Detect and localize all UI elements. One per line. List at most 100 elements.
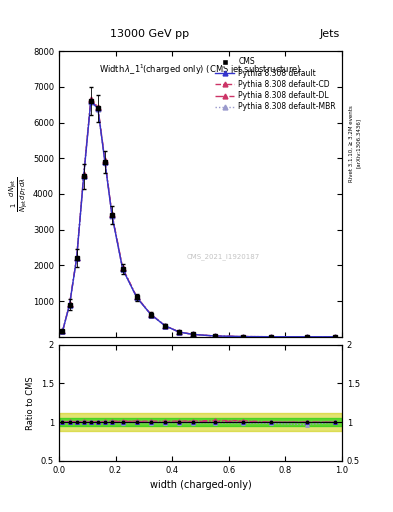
CMS: [304, 334, 309, 340]
Pythia 8.308 default-MBR: [103, 159, 107, 165]
X-axis label: width (charged-only): width (charged-only): [150, 480, 251, 490]
Pythia 8.308 default: [103, 159, 107, 165]
CMS: [177, 329, 182, 335]
Pythia 8.308 default-DL: [269, 334, 274, 340]
CMS: [67, 302, 72, 308]
Y-axis label: $\frac{1}{N_{\rm jet}}\frac{dN_{\rm jet}}{dp_T\,d\lambda}$: $\frac{1}{N_{\rm jet}}\frac{dN_{\rm jet}…: [7, 176, 30, 212]
Pythia 8.308 default-MBR: [304, 334, 309, 340]
Pythia 8.308 default-MBR: [67, 302, 72, 308]
Text: Jets: Jets: [320, 29, 340, 39]
CMS: [81, 173, 86, 179]
Pythia 8.308 default-MBR: [134, 294, 139, 301]
Text: Rivet 3.1.10, ≥ 3.2M events: Rivet 3.1.10, ≥ 3.2M events: [349, 105, 354, 182]
Text: [arXiv:1306.3436]: [arXiv:1306.3436]: [356, 118, 361, 168]
Pythia 8.308 default: [269, 334, 274, 340]
Pythia 8.308 default: [120, 266, 125, 272]
CMS: [149, 312, 153, 318]
CMS: [110, 212, 114, 219]
Pythia 8.308 default: [81, 173, 86, 179]
Y-axis label: Ratio to CMS: Ratio to CMS: [26, 376, 35, 430]
Pythia 8.308 default-MBR: [163, 323, 167, 329]
Pythia 8.308 default-CD: [67, 301, 72, 307]
Pythia 8.308 default-CD: [163, 323, 167, 329]
Pythia 8.308 default-CD: [110, 211, 114, 217]
CMS: [332, 334, 337, 340]
Line: Pythia 8.308 default-CD: Pythia 8.308 default-CD: [60, 97, 337, 339]
Text: CMS_2021_I1920187: CMS_2021_I1920187: [186, 253, 260, 260]
CMS: [212, 333, 217, 339]
Pythia 8.308 default: [149, 312, 153, 318]
Pythia 8.308 default-DL: [163, 323, 167, 329]
Pythia 8.308 default-MBR: [332, 334, 337, 340]
Pythia 8.308 default-DL: [120, 265, 125, 271]
Bar: [59, 418, 342, 426]
CMS: [120, 266, 125, 272]
Pythia 8.308 default-CD: [74, 255, 79, 261]
Pythia 8.308 default-DL: [103, 158, 107, 164]
Pythia 8.308 default-CD: [60, 328, 65, 334]
Pythia 8.308 default-CD: [304, 334, 309, 340]
Pythia 8.308 default-CD: [134, 294, 139, 300]
Pythia 8.308 default-MBR: [212, 333, 217, 339]
Pythia 8.308 default-MBR: [241, 333, 245, 339]
Pythia 8.308 default-DL: [95, 105, 100, 111]
Pythia 8.308 default: [95, 105, 100, 112]
Pythia 8.308 default: [191, 331, 196, 337]
Pythia 8.308 default-MBR: [149, 312, 153, 318]
Line: Pythia 8.308 default-DL: Pythia 8.308 default-DL: [60, 98, 337, 339]
Pythia 8.308 default-CD: [269, 334, 274, 340]
Pythia 8.308 default: [332, 334, 337, 340]
Pythia 8.308 default-MBR: [269, 334, 274, 340]
Line: Pythia 8.308 default-MBR: Pythia 8.308 default-MBR: [60, 99, 337, 339]
Pythia 8.308 default-CD: [120, 265, 125, 271]
Line: Pythia 8.308 default: Pythia 8.308 default: [60, 99, 337, 339]
CMS: [191, 331, 196, 337]
Pythia 8.308 default: [67, 302, 72, 308]
CMS: [103, 159, 107, 165]
Text: 13000 GeV pp: 13000 GeV pp: [110, 29, 189, 39]
CMS: [88, 98, 93, 104]
Pythia 8.308 default-CD: [103, 157, 107, 163]
Pythia 8.308 default-DL: [81, 173, 86, 179]
Pythia 8.308 default: [241, 333, 245, 339]
Pythia 8.308 default: [134, 294, 139, 301]
CMS: [269, 334, 274, 340]
Pythia 8.308 default-DL: [177, 329, 182, 335]
Pythia 8.308 default: [212, 333, 217, 339]
Line: CMS: CMS: [61, 99, 337, 339]
Pythia 8.308 default-MBR: [110, 213, 114, 219]
Pythia 8.308 default-DL: [60, 328, 65, 334]
CMS: [95, 105, 100, 112]
Pythia 8.308 default-DL: [134, 294, 139, 300]
Pythia 8.308 default: [88, 98, 93, 104]
Pythia 8.308 default-DL: [74, 255, 79, 261]
Pythia 8.308 default-DL: [110, 212, 114, 218]
CMS: [74, 255, 79, 261]
Pythia 8.308 default-MBR: [191, 331, 196, 337]
Pythia 8.308 default-MBR: [60, 328, 65, 334]
Pythia 8.308 default-DL: [88, 97, 93, 103]
Pythia 8.308 default-DL: [191, 331, 196, 337]
Pythia 8.308 default: [304, 334, 309, 340]
Pythia 8.308 default-CD: [212, 333, 217, 339]
Legend: CMS, Pythia 8.308 default, Pythia 8.308 default-CD, Pythia 8.308 default-DL, Pyt: CMS, Pythia 8.308 default, Pythia 8.308 …: [213, 55, 338, 114]
CMS: [163, 323, 167, 329]
Text: Width$\,\lambda\_1^1\!$(charged only) (CMS jet substructure): Width$\,\lambda\_1^1\!$(charged only) (C…: [99, 62, 301, 77]
Pythia 8.308 default: [177, 329, 182, 335]
Pythia 8.308 default-MBR: [120, 266, 125, 272]
Pythia 8.308 default-DL: [241, 333, 245, 339]
Pythia 8.308 default-DL: [67, 302, 72, 308]
Pythia 8.308 default-CD: [191, 331, 196, 337]
Pythia 8.308 default: [110, 212, 114, 219]
Pythia 8.308 default-DL: [332, 334, 337, 340]
Pythia 8.308 default-CD: [332, 334, 337, 340]
Pythia 8.308 default-DL: [149, 311, 153, 317]
CMS: [241, 333, 245, 339]
CMS: [134, 294, 139, 301]
Pythia 8.308 default-CD: [241, 333, 245, 339]
Pythia 8.308 default-DL: [304, 334, 309, 340]
Pythia 8.308 default-MBR: [177, 329, 182, 335]
Pythia 8.308 default-MBR: [88, 99, 93, 105]
Pythia 8.308 default-MBR: [74, 255, 79, 262]
Pythia 8.308 default-CD: [95, 104, 100, 110]
